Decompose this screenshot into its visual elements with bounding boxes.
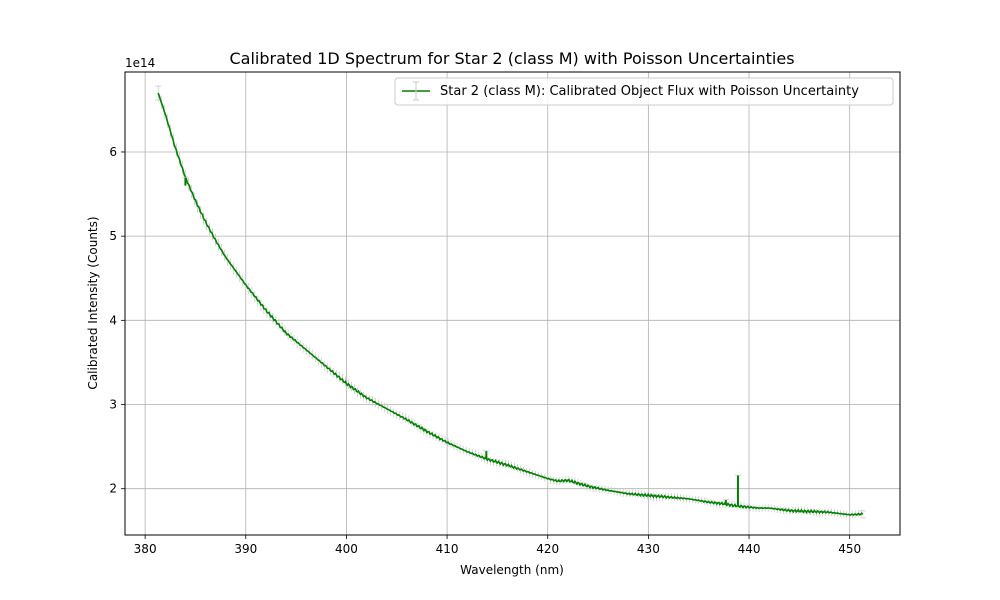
y-tick-label: 3: [109, 398, 117, 412]
legend-box: [394, 77, 894, 106]
x-tick-label: 440: [738, 542, 761, 556]
x-axis-ticks: 380 390 400 410 420 430 440 450: [134, 535, 861, 556]
plot-frame: [124, 71, 901, 536]
x-tick-label: 380: [134, 542, 157, 556]
y-axis-title: Calibrated Intensity (Counts): [86, 216, 100, 389]
series-layer: [155, 85, 866, 519]
legend: Star 2 (class M): Calibrated Object Flux…: [394, 77, 894, 106]
y-axis-ticks: 2 3 4 5 6: [109, 145, 125, 496]
y-tick-label: 4: [109, 313, 117, 327]
legend-swatch: [402, 81, 430, 101]
chart-title: Calibrated 1D Spectrum for Star 2 (class…: [229, 49, 794, 68]
x-tick-label: 400: [335, 542, 358, 556]
error-bars: [155, 85, 866, 519]
grid-lines: [125, 72, 900, 535]
x-tick-label: 420: [536, 542, 559, 556]
y-tick-label: 6: [109, 145, 117, 159]
series-line: [157, 92, 864, 517]
y-axis-offset-label: 1e14: [125, 56, 155, 70]
x-axis-title: Wavelength (nm): [460, 563, 564, 577]
x-tick-label: 390: [234, 542, 257, 556]
x-tick-label: 450: [838, 542, 861, 556]
x-tick-label: 430: [637, 542, 660, 556]
y-tick-label: 2: [109, 482, 117, 496]
x-tick-label: 410: [436, 542, 459, 556]
y-tick-label: 5: [109, 229, 117, 243]
legend-label: Star 2 (class M): Calibrated Object Flux…: [440, 84, 859, 99]
